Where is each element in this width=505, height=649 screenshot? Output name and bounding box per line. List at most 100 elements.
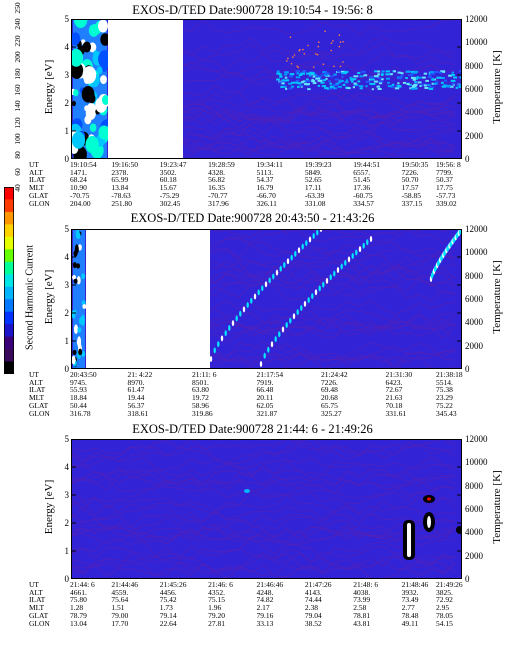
panel-2-title: EXOS-D/TED Date:900728 20:43:50 - 21:43:…	[130, 211, 375, 225]
no-data-gap	[119, 45, 121, 141]
ephemeris-value: 19:28:59	[208, 160, 235, 169]
ephemeris-value: 17.36	[353, 183, 371, 193]
ephemeris-value: 50.70	[401, 175, 419, 185]
colorbar-segment	[4, 187, 14, 200]
ephemeris-value: 21:45:26	[159, 580, 187, 589]
ephemeris-value: 21.63	[385, 393, 403, 403]
ephemeris-value: 49.11	[401, 618, 419, 628]
energy-tick-label: 1	[64, 336, 70, 346]
ephemeris-value: 78.48	[401, 610, 419, 620]
ephemeris-value: 5849.	[304, 167, 322, 177]
spot-feature	[423, 512, 435, 532]
temperature-tick-label: 10000	[465, 247, 488, 258]
ephemeris-value: 2.77	[401, 603, 415, 613]
panel-1-title: EXOS-D/TED Date:900728 19:10:54 - 19:56:…	[132, 3, 373, 17]
ephemeris-value: 326.11	[256, 198, 277, 208]
energy-tick-label: 3	[64, 490, 70, 500]
ephemeris-value: 65.75	[321, 400, 338, 410]
ephemeris-value: 60.18	[159, 175, 177, 185]
colorbar-segment	[4, 199, 14, 213]
ephemeris-value: 1.73	[159, 603, 173, 613]
temperature-tick-label: 4000	[465, 317, 483, 328]
ephemeris-value: 204.00	[70, 198, 91, 208]
ephemeris-value: 51.45	[353, 175, 371, 185]
ephemeris-value: -70.75	[70, 190, 90, 200]
ephemeris-value: 21:31:30	[385, 370, 413, 379]
temperature-tick-label: 12000	[465, 434, 488, 444]
ephemeris-value: 78.05	[436, 610, 453, 620]
ephemeris-value: 15.67	[159, 183, 177, 193]
ephemeris-value: 16.79	[256, 183, 274, 193]
colorbar-tick-label: 250	[13, 2, 22, 14]
colorbar-segment	[4, 274, 14, 288]
ephemeris-value: 19:34:11	[256, 160, 283, 169]
colorbar-segment	[4, 324, 14, 337]
ephemeris-value: 7919.	[256, 377, 274, 387]
ephemeris-value: 69.48	[321, 385, 338, 395]
ephemeris-value: 17.57	[401, 183, 419, 193]
ephemeris-value: 56.82	[208, 175, 225, 185]
ephemeris-value: 56.37	[127, 400, 145, 410]
ephemeris-value: 325.27	[321, 408, 342, 418]
column-feature	[403, 520, 415, 560]
ephemeris-value: 19.44	[127, 393, 145, 403]
ephemeris-value: 4143.	[304, 587, 322, 597]
temperature-tick-label: 8000	[465, 480, 483, 491]
energy-tick-label: 0	[64, 364, 70, 374]
ephemeris-value: 74.82	[256, 595, 274, 605]
ephemeris-value: 319.86	[192, 408, 213, 418]
ephemeris-value: 17.70	[111, 618, 129, 628]
energy-tick-label: 4	[64, 42, 70, 52]
ephemeris-value: -66.70	[256, 190, 276, 200]
ephemeris-value: 75.22	[436, 400, 453, 410]
ephemeris-value: 72.67	[385, 385, 403, 395]
ephemeris-row-label: ILAT	[29, 175, 46, 185]
temperature-tick-label: 4000	[465, 107, 483, 118]
ephemeris-value: 2.38	[304, 603, 319, 613]
colorbar-tick-label: 120	[13, 116, 22, 129]
ephemeris-value: 19:23:47	[159, 160, 187, 169]
ephemeris-value: 1471.	[70, 167, 87, 177]
ephemeris-row-label: GLON	[29, 198, 50, 208]
energy-axis-label: Energy [eV]	[43, 269, 55, 325]
ephemeris-value: 10.90	[70, 183, 87, 193]
ephemeris-value: 38.52	[304, 618, 322, 628]
colorbar-tick-label: 140	[13, 100, 22, 112]
colorbar-label: Second Harmonic Current	[24, 245, 36, 350]
ephemeris-value: 13.84	[111, 183, 129, 193]
ephemeris-row-label: GLON	[29, 408, 50, 418]
no-data-gap	[86, 229, 210, 369]
ephemeris-value: 66.48	[256, 385, 274, 395]
ephemeris-value: 4456.	[159, 587, 177, 597]
ephemeris-value: 18.84	[70, 393, 87, 403]
ephemeris-row-label: GLAT	[29, 610, 49, 620]
ephemeris-value: 21:48: 6	[353, 580, 379, 589]
ephemeris-value: 1.28	[70, 603, 84, 613]
ephemeris-value: 75.42	[159, 595, 177, 605]
ephemeris-value: 2.17	[256, 603, 270, 613]
colorbar-tick-label: 180	[13, 67, 22, 80]
ephemeris-value: 318.61	[127, 408, 149, 418]
temperature-tick-label: 2000	[465, 550, 483, 561]
ephemeris-row-label: MLT	[29, 603, 45, 613]
temperature-tick-label: 12000	[465, 14, 488, 24]
energy-tick-label: 4	[64, 252, 70, 262]
ephemeris-value: 19:44:51	[353, 160, 380, 169]
temperature-axis-label: Temperature [K]	[491, 260, 503, 334]
ephemeris-value: 21:24:42	[321, 370, 348, 379]
ephemeris-value: 20.11	[256, 393, 274, 403]
ephemeris-row-label: ALT	[29, 587, 43, 597]
colorbar-tick-label: 60	[13, 167, 22, 176]
temperature-tick-label: 0	[465, 154, 470, 164]
ephemeris-value: 75.15	[208, 595, 225, 605]
colorbar-tick-label: 160	[13, 84, 22, 96]
ephemeris-value: 74.44	[304, 595, 322, 605]
background-texture	[71, 439, 456, 579]
temperature-tick-label: 8000	[465, 270, 483, 281]
ephemeris-row-label: MLT	[29, 393, 45, 403]
ephemeris-value: 50.44	[70, 400, 87, 410]
ephemeris-value: 339.02	[436, 198, 457, 208]
colorbar-tick-label: 100	[13, 133, 22, 145]
energy-tick-label: 0	[64, 154, 70, 164]
colorbar-segment	[4, 361, 14, 374]
